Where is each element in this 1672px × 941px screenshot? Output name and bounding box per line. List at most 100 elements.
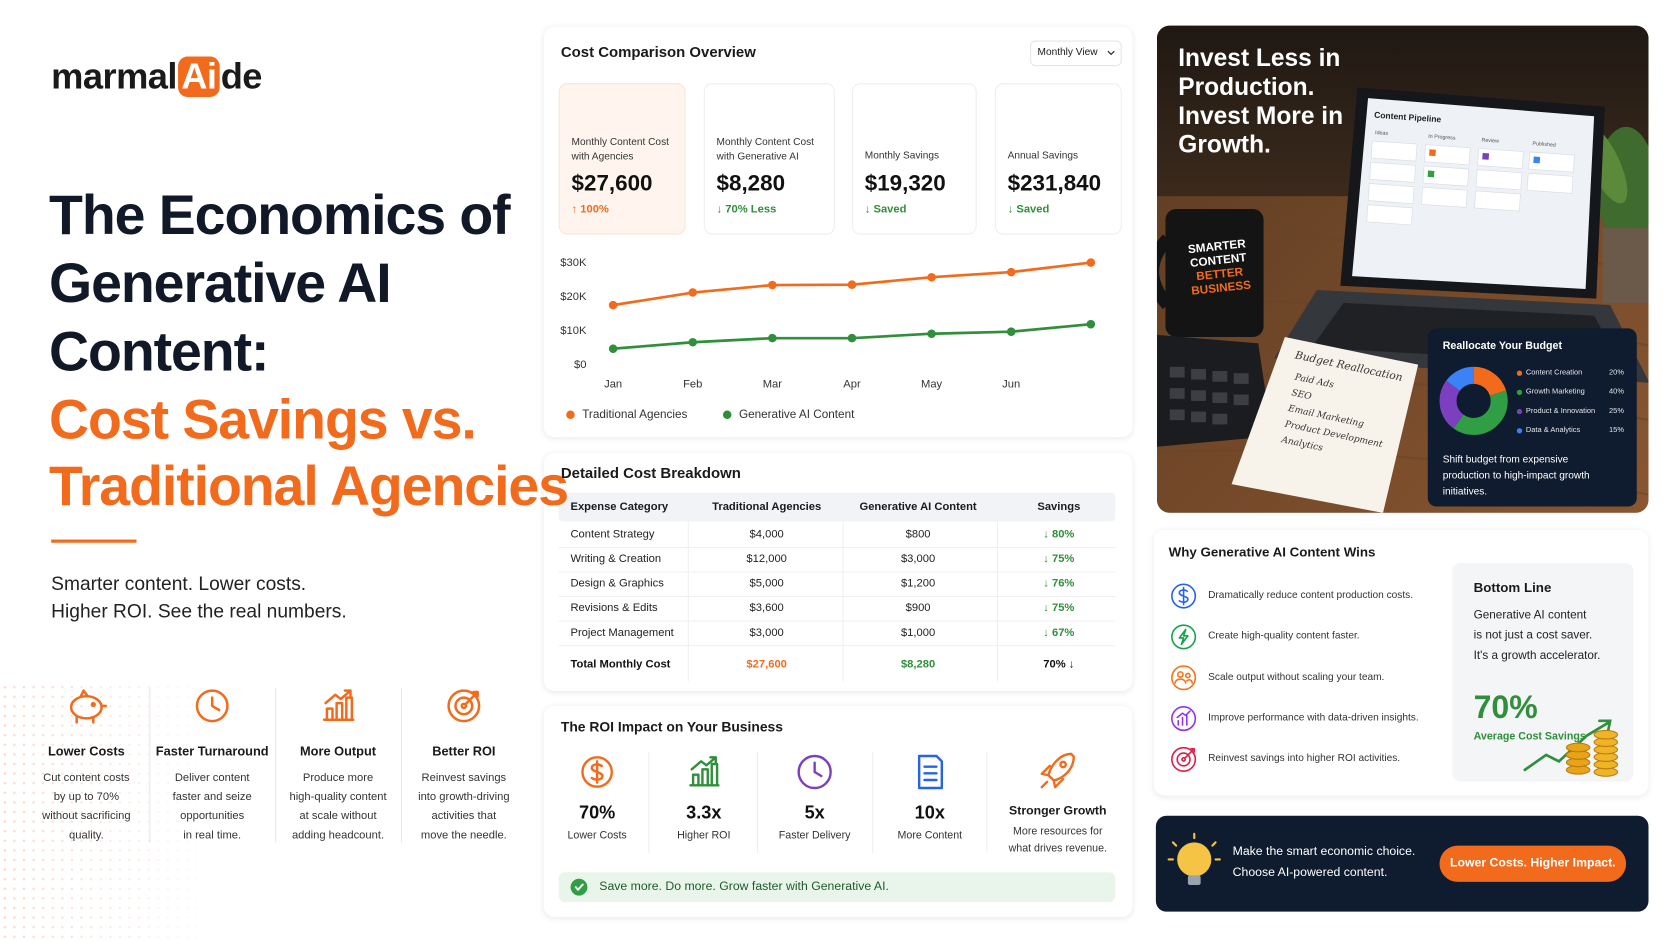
mug-line: BUSINESS — [1191, 278, 1252, 297]
headline-line: Growth. — [1178, 132, 1271, 159]
view-dropdown[interactable] — [1030, 40, 1122, 67]
why-item: Reinvest savings into higher ROI activit… — [1208, 752, 1401, 765]
y-tick-label: $20K — [560, 290, 587, 304]
row-divider — [558, 645, 1116, 647]
cta-button[interactable] — [1439, 845, 1627, 882]
table-header-cell: Savings — [1037, 500, 1081, 514]
rect — [1533, 156, 1541, 164]
kpi-box — [851, 83, 977, 235]
budget-item: Data & Analytics — [1525, 426, 1581, 435]
screen-content: Content Pipeline Ideas In Progress Revie… — [1366, 110, 1575, 226]
kpi-change: ↓ 70% Less — [716, 202, 777, 216]
bottom-text: Generative AI content — [1473, 608, 1587, 622]
table-header-cell: Traditional Agencies — [712, 500, 822, 514]
roi-growth-title: Stronger Growth — [1009, 804, 1107, 818]
path — [463, 690, 479, 706]
kpi-label: with Generative AI — [716, 151, 799, 163]
circle — [460, 702, 468, 710]
budget-note: initiatives. — [1442, 485, 1488, 498]
table-cell: ↓ 67% — [1043, 626, 1075, 639]
table-total-cell: $8,280 — [900, 658, 936, 671]
calculator — [1156, 334, 1273, 447]
table-cell: ↓ 75% — [1043, 552, 1075, 566]
table-cell: $3,000 — [900, 552, 936, 566]
photo: Content Pipeline Ideas In Progress Revie… — [1156, 25, 1649, 513]
screen-column: In Progress — [1428, 134, 1456, 142]
mug-text: SMARTER CONTENT BETTER BUSINESS — [1187, 237, 1252, 298]
hero-title: Generative AI — [49, 253, 392, 315]
benefit-title: Faster Turnaround — [155, 743, 269, 759]
screen-title: Content Pipeline — [1374, 110, 1442, 125]
table-cell: Content Strategy — [570, 528, 655, 541]
why-item: Dramatically reduce content production c… — [1208, 589, 1414, 602]
calc-keys — [1169, 366, 1249, 425]
table-cell: $5,000 — [749, 577, 784, 590]
bottom-stat: 70% — [1473, 690, 1538, 726]
benefit-text: move the needle. — [420, 828, 507, 842]
table-cell: Revisions & Edits — [570, 601, 658, 615]
y-tick-label: $10K — [560, 324, 587, 338]
benefit-text: Deliver content — [174, 771, 250, 784]
notebook — [1231, 336, 1419, 513]
hero-highlight: Traditional Agencies — [49, 455, 569, 518]
benefit-text: opportunities — [180, 809, 245, 823]
screen-cards — [1366, 140, 1575, 226]
kpi-label: Monthly Content Cost — [571, 136, 669, 148]
rect — [1169, 388, 1185, 399]
icon — [322, 689, 355, 722]
rect — [1429, 149, 1436, 157]
kpi-label: with Agencies — [571, 151, 634, 163]
table-cell: Design & Graphics — [570, 577, 664, 590]
budget-item: Product & Innovation — [1525, 407, 1596, 415]
table-header-cell: Generative AI Content — [859, 500, 977, 514]
table-cell: $4,000 — [749, 528, 784, 541]
roi-value: 70% — [578, 802, 616, 823]
hero-subtitle: Smarter content. Lower costs. — [51, 572, 307, 595]
benefit-text: quality. — [69, 828, 104, 842]
legend-label: Traditional Agencies — [582, 408, 688, 422]
table-cell: $900 — [905, 601, 931, 615]
rect — [1191, 411, 1206, 423]
budget-value: 25% — [1609, 407, 1624, 415]
benefit-text: faster and seize — [172, 790, 252, 804]
hero-subtitle: Higher ROI. See the real numbers. — [51, 600, 347, 622]
kpi-change: ↓ Saved — [1007, 202, 1050, 216]
table-cell: $800 — [905, 528, 931, 541]
table-cell: $3,600 — [749, 601, 784, 615]
rect — [1212, 392, 1228, 404]
roi-label: Lower Costs — [567, 830, 627, 842]
rect — [1474, 190, 1521, 212]
budget-value: 20% — [1609, 369, 1624, 377]
divider — [986, 751, 988, 854]
dropdown-label: Monthly View — [1037, 46, 1098, 59]
rect — [1233, 373, 1249, 384]
banner-text: Save more. Do more. Grow faster with Gen… — [599, 880, 889, 894]
mug-line: CONTENT — [1189, 251, 1248, 270]
logo-text: marmal — [51, 56, 177, 98]
bottom-title: Bottom Line — [1473, 580, 1552, 596]
rect — [1191, 390, 1206, 401]
budget-value: 40% — [1609, 388, 1624, 396]
divider — [757, 751, 759, 854]
divider — [872, 751, 874, 854]
rect — [1427, 170, 1435, 178]
row-divider — [558, 596, 1116, 598]
budget-item: Growth Marketing — [1525, 388, 1585, 396]
row-divider — [558, 620, 1116, 622]
dots — [0, 682, 224, 941]
rect — [1212, 371, 1228, 382]
benefit-text: at scale without — [299, 809, 377, 823]
row-divider — [558, 547, 1116, 549]
y-tick-label: $30K — [560, 256, 587, 270]
benefit-text: by up to 70% — [53, 790, 120, 804]
rect — [1475, 169, 1523, 191]
table-cell: $3,000 — [749, 626, 784, 639]
mug-line: BETTER — [1196, 265, 1245, 283]
screen-column: Review — [1481, 137, 1499, 144]
benefit-text: in real time. — [183, 828, 242, 842]
table-cell: $1,200 — [900, 577, 936, 590]
roi-value: 5x — [804, 802, 825, 823]
table-total-cell: Total Monthly Cost — [570, 658, 671, 671]
benefit-text: activities that — [431, 809, 497, 823]
rect — [1369, 161, 1416, 183]
